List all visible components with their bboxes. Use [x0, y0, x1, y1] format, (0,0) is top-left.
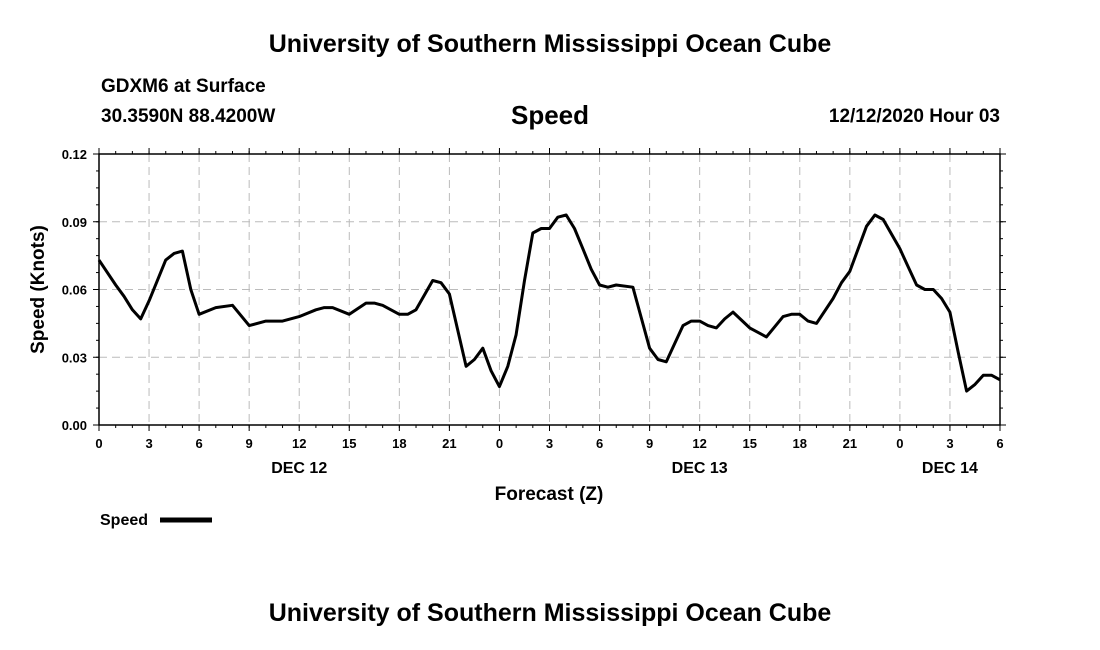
plot-frame [98, 153, 1001, 426]
x-tick-label: 15 [342, 436, 356, 451]
x-tick-label: 21 [442, 436, 456, 451]
speed-series-line [97, 213, 1001, 393]
x-tick-label: 12 [292, 436, 306, 451]
x-tick-label: 3 [546, 436, 553, 451]
y-tick-label: 0.06 [62, 283, 87, 298]
x-tick-label: 18 [392, 436, 406, 451]
legend-label: Speed [100, 512, 148, 529]
x-tick-label: 0 [496, 436, 503, 451]
y-tick-label: 0.03 [62, 350, 87, 365]
x-tick-label: 6 [195, 436, 202, 451]
y-tick-label: 0.09 [62, 215, 87, 230]
x-tick-label: 6 [596, 436, 603, 451]
page-title: University of Southern Mississippi Ocean… [268, 30, 832, 58]
x-tick-label: 6 [996, 436, 1003, 451]
x-tick-label: 3 [145, 436, 152, 451]
x-tick-label: 3 [946, 436, 953, 451]
footer-title: University of Southern Mississippi Ocean… [268, 599, 832, 627]
y-tick-label: 0.00 [62, 418, 87, 433]
station-name: GDXM6 at Surface [101, 76, 266, 97]
y-axis-label: Speed (Knots) [28, 225, 49, 354]
day-label: DEC 12 [271, 460, 327, 477]
day-label: DEC 14 [922, 460, 978, 477]
station-coordinates: 30.3590N 88.4200W [101, 106, 276, 127]
x-axis-label: Forecast (Z) [495, 484, 604, 505]
forecast-timestamp: 12/12/2020 Hour 03 [828, 106, 1000, 127]
x-tick-label: 9 [646, 436, 653, 451]
x-tick-label: 0 [896, 436, 903, 451]
x-tick-label: 21 [843, 436, 857, 451]
chart-title: Speed [510, 100, 590, 130]
y-tick-label: 0.12 [62, 147, 87, 162]
x-tick-label: 12 [692, 436, 706, 451]
x-tick-label: 0 [95, 436, 102, 451]
x-tick-label: 15 [742, 436, 756, 451]
x-tick-label: 9 [246, 436, 253, 451]
x-tick-label: 18 [793, 436, 807, 451]
day-label: DEC 13 [672, 460, 728, 477]
